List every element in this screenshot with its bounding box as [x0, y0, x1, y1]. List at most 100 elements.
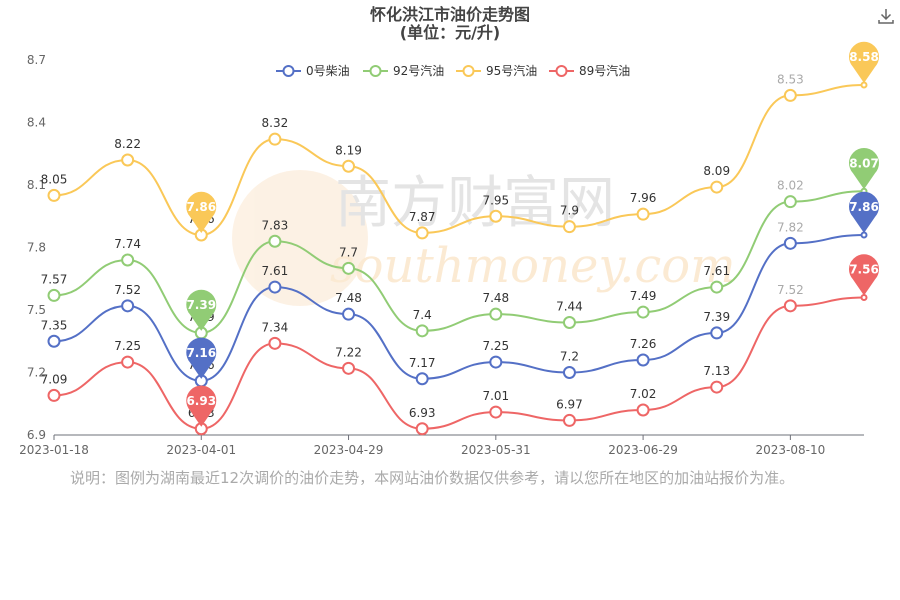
data-labels: 7.35 7.52 7.16 7.61 7.48 7.17 7.25 7.2 7.26 7.39 7…: [41, 72, 804, 419]
data-point: [268, 280, 282, 294]
data-label: 7.39: [703, 310, 730, 324]
data-point: [268, 336, 282, 350]
series-line-0: [53, 234, 865, 382]
data-label: 7.4: [413, 308, 432, 322]
x-tick-label: 2023-08-10: [755, 443, 825, 457]
data-label: 8.05: [41, 172, 68, 186]
data-label: 7.44: [556, 300, 583, 314]
pin-marker: 7.16: [186, 337, 217, 379]
pin-label: 7.86: [849, 200, 879, 214]
pin-marker: 7.86: [186, 191, 217, 233]
data-label: 7.48: [335, 291, 362, 305]
download-icon[interactable]: [876, 6, 896, 26]
data-point: [415, 324, 429, 338]
data-point: [489, 209, 503, 223]
data-label: 8.53: [777, 72, 804, 86]
pin-label: 8.58: [849, 50, 879, 64]
data-point: [47, 388, 61, 402]
data-point: [562, 413, 576, 427]
data-label: 7.2: [560, 350, 579, 364]
data-point: [415, 372, 429, 386]
data-point: [710, 326, 724, 340]
pin-shape: [849, 41, 879, 83]
watermark: 南方财富网 southmoney.com: [232, 170, 736, 306]
watermark-logo: [232, 170, 368, 306]
data-label: 7.83: [262, 218, 289, 232]
y-tick-label: 8.1: [27, 178, 46, 192]
pin-label: 6.93: [186, 394, 216, 408]
series-line-3: [53, 296, 865, 430]
data-point: [342, 307, 356, 321]
data-label: 8.02: [777, 179, 804, 193]
data-point: [342, 361, 356, 375]
data-point: [121, 153, 135, 167]
legend-item-label: 95号汽油: [486, 63, 537, 78]
x-tick-label: 2023-06-29: [608, 443, 678, 457]
data-label: 8.19: [335, 143, 362, 157]
pin-shape: [849, 254, 880, 296]
data-point: [121, 253, 135, 267]
data-label: 7.09: [41, 372, 68, 386]
axes: 6.9 7.2 7.5 7.8 8.1 8.4 8.7 2023-01-18 2023-04-0…: [19, 53, 864, 457]
data-label: 7.74: [114, 237, 141, 251]
data-label: 7.9: [560, 204, 579, 218]
data-label: 7.02: [630, 387, 657, 401]
legend-item-label: 92号汽油: [393, 63, 444, 78]
data-label: 8.09: [703, 164, 730, 178]
data-point: [121, 355, 135, 369]
pin-shape: [849, 191, 880, 233]
data-point: [783, 195, 797, 209]
pin-marker: 7.39: [186, 289, 217, 331]
data-point: [489, 405, 503, 419]
pin-shape: [186, 191, 217, 233]
legend-swatch-marker: [555, 65, 568, 77]
data-label: 8.22: [114, 137, 141, 151]
y-tick-label: 8.4: [27, 116, 46, 130]
pin-marker: 6.93: [186, 385, 217, 427]
data-point: [783, 236, 797, 250]
data-label: 8.32: [262, 116, 289, 130]
data-label: 7.49: [630, 289, 657, 303]
data-point: [47, 334, 61, 348]
markers: 7.16 7.39 7.86 6.93 7.86 8.07 8.58 7.56: [186, 41, 880, 427]
legend-swatch-marker: [282, 65, 295, 77]
data-point: [47, 288, 61, 302]
pin-shape: [849, 148, 880, 190]
data-point: [710, 380, 724, 394]
watermark-en: southmoney.com: [330, 238, 736, 294]
y-tick-label: 6.9: [27, 428, 46, 442]
data-label: 7.52: [114, 283, 141, 297]
data-label: 7.87: [409, 210, 436, 224]
data-label: 7.34: [262, 320, 289, 334]
data-point: [268, 234, 282, 248]
data-point: [636, 207, 650, 221]
x-tick-label: 2023-04-29: [314, 443, 384, 457]
legend-item-label: 89号汽油: [579, 63, 630, 78]
data-point: [636, 403, 650, 417]
pin-marker: 8.58: [849, 41, 879, 83]
data-label: 7.25: [482, 339, 509, 353]
pin-label: 8.07: [849, 156, 879, 170]
data-label: 7.82: [777, 220, 804, 234]
data-point: [342, 159, 356, 173]
series-line-2: [53, 84, 865, 237]
series-line-1: [53, 190, 865, 334]
chart-subtitle: (单位：元/升): [400, 23, 500, 42]
pin-label: 7.86: [186, 200, 216, 214]
data-label: 7.61: [703, 264, 730, 278]
data-point: [710, 180, 724, 194]
pin-marker: 7.56: [849, 254, 880, 296]
data-label: 7.95: [482, 193, 509, 207]
chart-note: 说明：图例为湖南最近12次调价的油价走势，本网站油价数据仅供参考，请以您所在地区…: [70, 469, 795, 487]
data-point: [489, 355, 503, 369]
data-label: 7.17: [409, 356, 436, 370]
data-point: [783, 88, 797, 102]
data-point: [710, 280, 724, 294]
y-tick-label: 8.7: [27, 53, 46, 67]
data-point: [860, 231, 868, 239]
legend-swatch-marker: [369, 65, 382, 77]
data-point: [342, 261, 356, 275]
pin-label: 7.16: [186, 346, 216, 360]
data-label: 7.01: [482, 389, 509, 403]
